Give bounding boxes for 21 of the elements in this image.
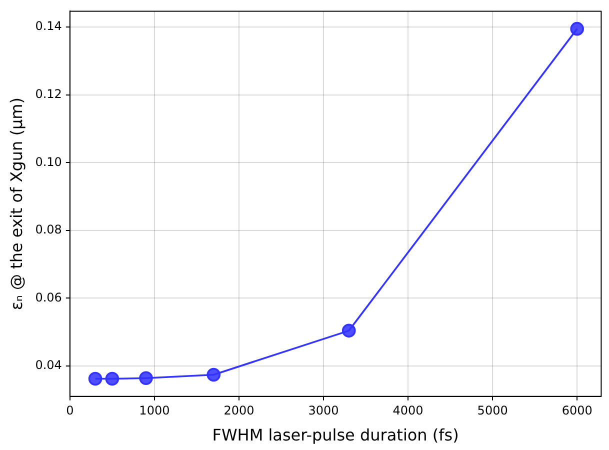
y-tick-label: 0.14 [35, 19, 62, 34]
point [88, 372, 102, 386]
y-tick-label: 0.04 [35, 358, 62, 372]
point [139, 371, 153, 386]
y-tick-label: 0.06 [35, 290, 62, 304]
x-tick-label: 1000 [139, 404, 170, 418]
point [206, 368, 221, 382]
x-axis-title: FWHM laser-pulse duration (fs) [212, 426, 459, 445]
point [570, 22, 584, 36]
x-tick-label: 4000 [392, 404, 424, 418]
point [342, 324, 356, 338]
y-tick-label: 0.08 [35, 222, 62, 237]
x-tick-label: 3000 [308, 404, 339, 418]
x-tick-label: 2000 [224, 404, 254, 418]
x-tick-label: 5000 [477, 404, 508, 418]
y-tick-label: 0.12 [35, 87, 62, 102]
x-tick-label: 6000 [562, 404, 592, 418]
y-tick-label: 0.10 [35, 154, 62, 169]
y-axis-title: εₙ @ the exit of Xgun (μm) [6, 97, 26, 310]
point [105, 372, 120, 386]
x-tick-label: 0 [66, 404, 74, 418]
